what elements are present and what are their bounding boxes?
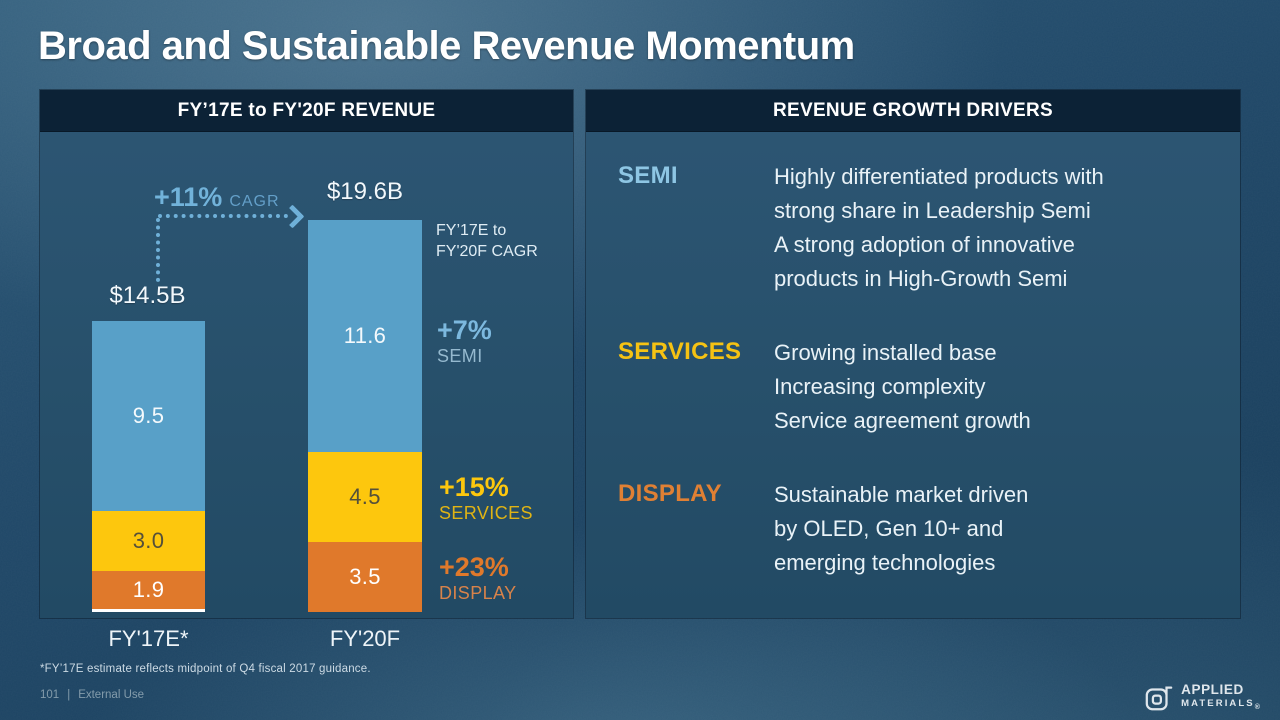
semi-cagr-label: SEMI [437, 346, 483, 367]
services-row-text: Growing installed base Increasing comple… [774, 336, 1234, 438]
semi-row-label: SEMI [618, 162, 678, 189]
semi-text-line: products in High-Growth Semi [774, 266, 1068, 291]
semi-text-line: A strong adoption of innovative [774, 232, 1075, 257]
logo-line1: APPLIED [1181, 682, 1244, 698]
cagr-caption: FY’17E to FY'20F CAGR [436, 220, 538, 262]
fy17e-semi-value: 9.5 [132, 403, 165, 428]
revenue-panel-header: FY’17E to FY'20F REVENUE [40, 90, 573, 132]
classification-label: External Use [78, 689, 145, 701]
services-text-line: Increasing complexity [774, 374, 986, 399]
display-cagr-callout: +23% DISPLAY [439, 552, 517, 604]
fy17e-services-segment: 3.0 [92, 511, 205, 571]
arrow-head-icon [280, 204, 305, 229]
growth-drivers-panel: REVENUE GROWTH DRIVERS SEMI Highly diffe… [586, 90, 1240, 618]
overall-cagr-callout: +11% CAGR [154, 182, 280, 213]
display-text-line: by OLED, Gen 10+ and [774, 516, 1004, 541]
slide-title: Broad and Sustainable Revenue Momentum [38, 24, 855, 68]
display-cagr-value: +23% [439, 552, 509, 582]
total-fy17e-label: $14.5B [109, 282, 186, 309]
applied-materials-logo-text: APPLIED MATERIALS® [1181, 683, 1262, 710]
fy17e-semi-segment: 9.5 [92, 321, 205, 511]
dotted-arrow-vertical [156, 218, 160, 282]
registered-mark: ® [1254, 703, 1262, 711]
display-row-text: Sustainable market driven by OLED, Gen 1… [774, 478, 1234, 580]
page-info: 101 | External Use [40, 689, 144, 701]
semi-cagr-callout: +7% SEMI [437, 315, 492, 367]
growth-drivers-header: REVENUE GROWTH DRIVERS [586, 90, 1240, 132]
fy20f-services-segment: 4.5 [308, 452, 422, 542]
stacked-bar-fy17e: 9.5 3.0 1.9 [92, 321, 205, 612]
x-axis-label-fy20f: FY'20F [329, 626, 401, 651]
services-row-label: SERVICES [618, 338, 742, 365]
dotted-arrow-horizontal [158, 214, 288, 218]
services-cagr-label: SERVICES [439, 503, 533, 524]
services-cagr-value: +15% [439, 472, 509, 502]
display-row-label: DISPLAY [618, 480, 722, 507]
cagr-caption-line2: FY'20F CAGR [436, 243, 538, 260]
fy17e-display-value: 1.9 [132, 577, 165, 602]
display-text-line: emerging technologies [774, 550, 996, 575]
x-axis-label-fy17e: FY'17E* [108, 626, 189, 651]
fy20f-semi-value: 11.6 [343, 323, 387, 348]
semi-cagr-value: +7% [437, 315, 492, 345]
services-text-line: Service agreement growth [774, 408, 1031, 433]
semi-row-text: Highly differentiated products with stro… [774, 160, 1234, 296]
applied-materials-logo-icon [1145, 686, 1173, 711]
services-text-line: Growing installed base [774, 340, 997, 365]
semi-text-line: Highly differentiated products with [774, 164, 1104, 189]
services-cagr-callout: +15% SERVICES [439, 472, 533, 524]
revenue-panel: FY’17E to FY'20F REVENUE +11% CAGR $14.5B… [40, 90, 573, 618]
fy17e-display-segment: 1.9 [92, 571, 205, 609]
page-number: 101 [40, 689, 60, 701]
stacked-bar-fy20f: 11.6 4.5 3.5 [308, 220, 422, 612]
applied-materials-logo: APPLIED MATERIALS® [1144, 682, 1262, 712]
footnote: *FY’17E estimate reflects midpoint of Q4… [40, 663, 371, 675]
total-fy20f-label: $19.6B [326, 178, 404, 205]
fy20f-display-value: 3.5 [349, 564, 381, 589]
fy20f-semi-segment: 11.6 [308, 220, 422, 452]
fy20f-services-value: 4.5 [349, 484, 381, 509]
cagr-caption-line1: FY’17E to [436, 222, 507, 239]
display-text-line: Sustainable market driven [774, 482, 1029, 507]
logo-line2: MATERIALS® [1181, 697, 1262, 711]
semi-text-line: strong share in Leadership Semi [774, 198, 1091, 223]
page-separator: | [67, 689, 71, 701]
overall-cagr-suffix: CAGR [229, 193, 280, 210]
display-cagr-label: DISPLAY [439, 583, 517, 604]
fy17e-services-value: 3.0 [132, 528, 165, 553]
overall-cagr-value: +11% [154, 182, 223, 212]
fy20f-display-segment: 3.5 [308, 542, 422, 612]
